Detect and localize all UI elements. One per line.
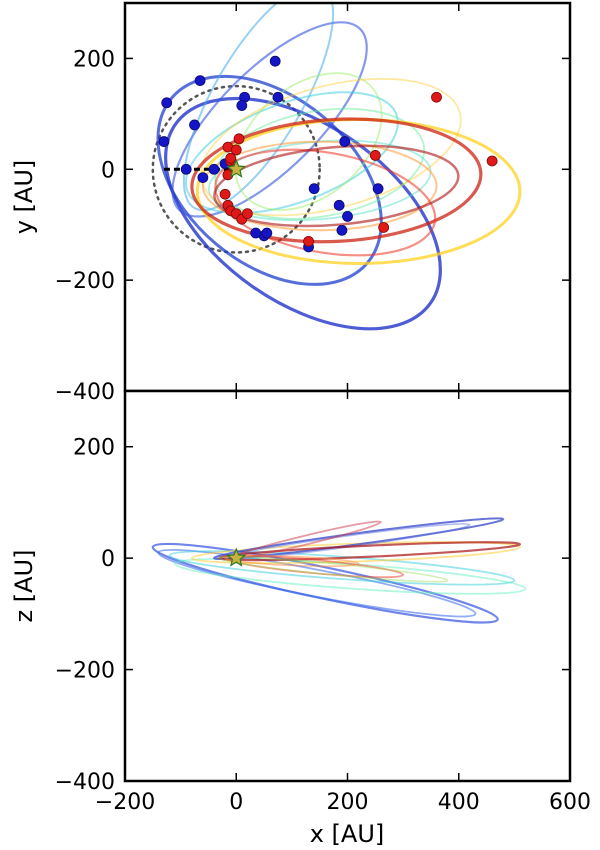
blue-point (194, 75, 206, 86)
star-marker (226, 158, 247, 178)
red-point (303, 235, 314, 247)
blue-point (336, 224, 348, 236)
red-point (233, 133, 245, 145)
bottom-panel-background (125, 391, 570, 781)
blue-point (261, 227, 273, 239)
blue-point (308, 183, 320, 195)
dotted-circle (151, 84, 321, 254)
red-point (230, 144, 242, 156)
red-point (486, 155, 498, 167)
top-ticks: 200 0 −200 −400 (55, 3, 571, 405)
bottom-orbit-11 (218, 556, 449, 583)
top-orbit-11 (201, 140, 438, 232)
blue-point (236, 100, 248, 111)
star-marker (226, 547, 247, 567)
red-point (431, 91, 442, 103)
bottom-x-tick-label: −200 (95, 790, 155, 815)
blue-point (189, 119, 200, 131)
red-point (219, 188, 231, 200)
bottom-orbit-12 (224, 554, 360, 567)
bottom-y-axis-label: z [AU] (10, 550, 38, 623)
blue-point (269, 55, 281, 67)
blue-point (197, 172, 209, 184)
top-y-tick-label: −400 (55, 380, 115, 405)
blue-point (272, 91, 284, 103)
red-point (369, 150, 381, 161)
red-point (378, 222, 390, 233)
top-orbit-4 (182, 3, 335, 212)
bottom-y-tick-label: 0 (101, 547, 115, 572)
top-y-tick-label: 0 (101, 158, 115, 183)
top-orbit-3 (171, 21, 368, 218)
bottom-y-tick-label: 200 (73, 436, 115, 461)
blue-point (180, 163, 192, 175)
blue-point (161, 97, 173, 109)
top-y-axis-label: y [AU] (10, 160, 38, 235)
bottom-x-axis-label: x [AU] (310, 820, 385, 848)
blue-point (339, 136, 351, 147)
top-y-tick-label: 200 (73, 47, 115, 72)
blue-point (342, 210, 353, 222)
bottom-x-tick-label: 0 (229, 790, 243, 815)
top-y-tick-label: −200 (55, 269, 115, 294)
top-orbit-5 (184, 91, 399, 215)
top-panel: 200 0 −200 −400 y [AU] (10, 1, 572, 405)
bottom-orbit-3 (168, 550, 516, 586)
bottom-orbit-6 (212, 517, 505, 560)
blue-point (372, 183, 384, 195)
red-point (225, 152, 237, 164)
bottom-y-tick-label: −200 (55, 659, 115, 684)
bottom-x-tick-label: 400 (438, 790, 480, 815)
bottom-x-tick-label: 600 (549, 790, 591, 815)
bottom-y-tick-label: −400 (55, 770, 115, 795)
blue-point (208, 163, 220, 175)
bottom-orbit-5 (190, 541, 521, 564)
blue-point (250, 227, 262, 239)
bottom-x-tick-label: 200 (327, 790, 369, 815)
bottom-orbit-8 (218, 541, 522, 562)
top-orbit-13 (214, 148, 437, 257)
bottom-plot-area (151, 517, 527, 624)
blue-point (333, 199, 345, 211)
bottom-orbit-2 (157, 548, 477, 618)
red-point (241, 208, 253, 220)
top-orbit-14 (213, 144, 460, 228)
blue-point (158, 136, 170, 147)
top-orbit-12 (190, 117, 483, 244)
top-plot-area (151, 3, 522, 331)
